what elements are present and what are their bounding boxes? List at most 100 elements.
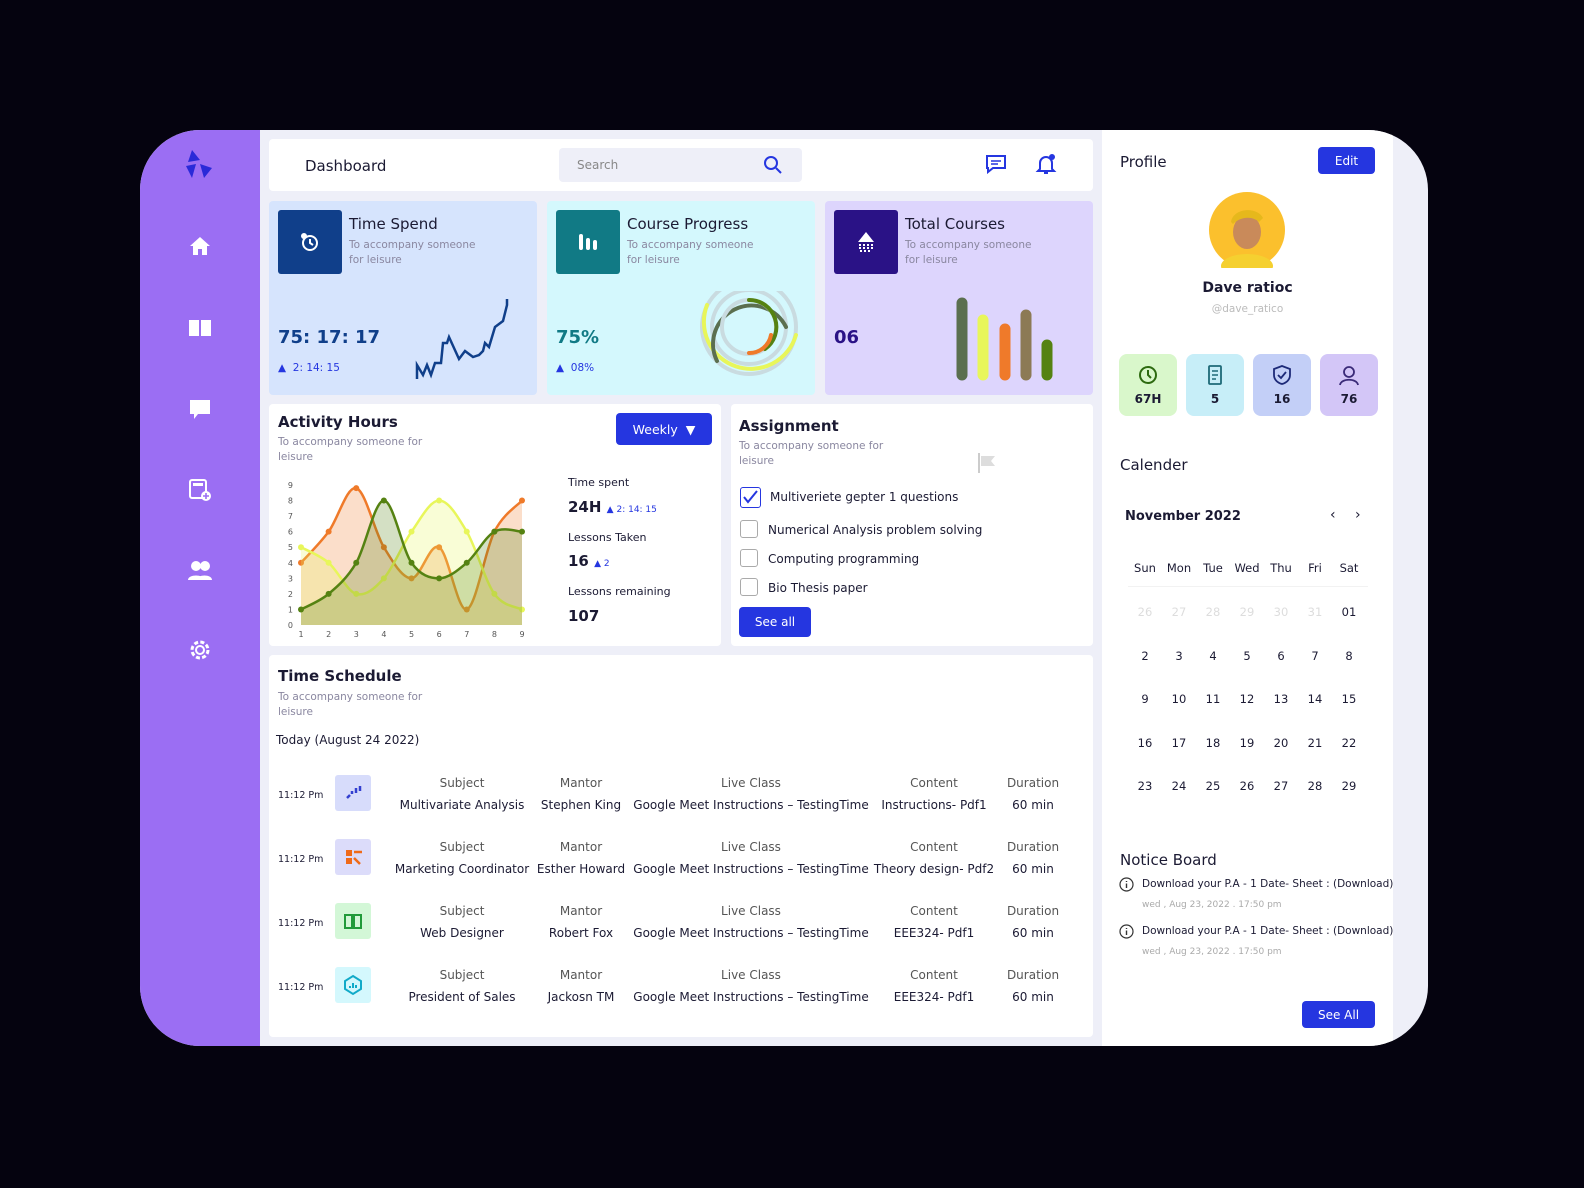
sidebar-item-users[interactable] — [184, 554, 216, 586]
assignment-checkbox[interactable] — [740, 549, 758, 567]
profile-stat[interactable]: 67H — [1119, 354, 1177, 416]
calendar-day[interactable]: 01 — [1341, 605, 1357, 619]
settings-icon — [190, 640, 210, 660]
messages-icon[interactable] — [985, 154, 1007, 174]
bars-icon — [556, 210, 620, 274]
x-tick-label: 5 — [409, 630, 414, 639]
data-point — [353, 590, 360, 597]
profile-stat[interactable]: 16 — [1253, 354, 1311, 416]
row-subject: Subject President of Sales — [408, 968, 516, 1004]
sidebar-item-settings[interactable] — [184, 634, 216, 666]
calendar-day[interactable]: 23 — [1137, 779, 1153, 793]
card-delta: ▲ 2: 14: 15 — [278, 362, 340, 374]
calendar-day[interactable]: 27 — [1171, 605, 1187, 619]
calendar-day[interactable]: 12 — [1239, 692, 1255, 706]
calendar-day[interactable]: 11 — [1205, 692, 1221, 706]
check-icon — [743, 490, 758, 504]
calendar-day[interactable]: 10 — [1171, 692, 1187, 706]
flag-icon[interactable] — [977, 452, 997, 474]
calendar-day[interactable]: 28 — [1307, 779, 1323, 793]
calendar-day[interactable]: 13 — [1273, 692, 1289, 706]
data-point — [519, 528, 525, 535]
row-content[interactable]: Content EEE324- Pdf1 — [893, 968, 975, 1004]
card-title: Course Progress — [627, 215, 749, 233]
calendar-day[interactable]: 26 — [1137, 605, 1153, 619]
calendar-day[interactable]: 19 — [1239, 735, 1255, 750]
calendar-day[interactable]: 26 — [1239, 779, 1255, 793]
row-content[interactable]: Content EEE324- Pdf1 — [893, 904, 975, 940]
calendar-day[interactable]: 21 — [1307, 735, 1323, 750]
sidebar-item-home[interactable] — [184, 230, 216, 262]
row-mantor: Mantor Stephen King — [540, 776, 622, 812]
calendar-day[interactable]: 24 — [1171, 779, 1187, 793]
calendar-day[interactable]: 20 — [1273, 735, 1289, 750]
page-title: Dashboard — [305, 157, 387, 175]
row-live[interactable]: Live Class Google Meet Instructions – Tes… — [633, 904, 869, 940]
sidebar-item-courses[interactable] — [184, 312, 216, 344]
sidebar-item-messages[interactable] — [184, 394, 216, 426]
assignment-checkbox[interactable] — [740, 578, 758, 596]
calendar-day[interactable]: 7 — [1311, 648, 1319, 663]
calendar-day[interactable]: 25 — [1205, 779, 1221, 793]
prev-month-button[interactable]: ‹ — [1330, 507, 1336, 523]
time-schedule-card: Time Schedule To accompany someone for le… — [269, 655, 1093, 1037]
calendar-day[interactable]: 18 — [1205, 735, 1221, 750]
calendar-day[interactable]: 30 — [1273, 605, 1289, 619]
calendar-day[interactable]: 14 — [1307, 692, 1323, 706]
calendar-day[interactable]: 22 — [1341, 735, 1357, 750]
card-graphic-1 — [700, 291, 798, 376]
calendar-day[interactable]: 6 — [1277, 648, 1285, 663]
calendar-day[interactable]: 5 — [1243, 648, 1251, 663]
calendar-day[interactable]: 29 — [1341, 779, 1357, 793]
calendar-day[interactable]: 2 — [1141, 648, 1149, 663]
profile-stat[interactable]: 5 — [1186, 354, 1244, 416]
calendar-day[interactable]: 15 — [1341, 692, 1357, 706]
assignment-checkbox[interactable] — [740, 487, 761, 508]
y-tick-label: 6 — [288, 528, 293, 537]
calendar-day[interactable]: 4 — [1209, 648, 1217, 663]
assignment-subtitle: To accompany someone for leisure — [739, 440, 884, 467]
top-bar: Dashboard Search — [269, 139, 1093, 191]
assignment-checkbox[interactable] — [740, 520, 758, 538]
weekly-dropdown[interactable]: Weekly ▼ — [616, 413, 712, 445]
see-all-assignments-button[interactable]: See all — [739, 607, 811, 637]
search-icon[interactable] — [763, 155, 783, 175]
data-point — [325, 590, 332, 597]
data-point — [463, 559, 470, 566]
calendar-day[interactable]: 29 — [1239, 605, 1255, 619]
search-input[interactable]: Search — [559, 148, 802, 182]
x-tick-label: 3 — [354, 630, 359, 639]
row-content[interactable]: Content Instructions- Pdf1 — [881, 776, 987, 812]
row-live[interactable]: Live Class Google Meet Instructions – Tes… — [633, 840, 869, 876]
card-title: Time Spend — [349, 215, 438, 233]
row-live[interactable]: Live Class Google Meet Instructions – Tes… — [633, 776, 869, 812]
calendar-day[interactable]: 31 — [1307, 605, 1323, 619]
card-delta: ▲ 08% — [556, 362, 595, 374]
notification-bell-icon[interactable] — [1035, 153, 1057, 175]
card-value: 75: 17: 17 — [278, 327, 381, 348]
calendar-day[interactable]: 17 — [1171, 735, 1187, 750]
calendar-day[interactable]: 9 — [1141, 692, 1149, 706]
calendar-day[interactable]: 28 — [1205, 605, 1221, 619]
data-point — [436, 575, 443, 582]
weekday-label: Tue — [1203, 561, 1223, 575]
data-point — [298, 544, 304, 551]
assignment-label: Numerical Analysis problem solving — [768, 523, 983, 537]
book-icon — [189, 320, 211, 336]
calendar-day[interactable]: 8 — [1345, 648, 1353, 663]
next-month-button[interactable]: › — [1355, 507, 1361, 523]
sidebar-item-calculator[interactable] — [184, 474, 216, 506]
calendar-day[interactable]: 27 — [1273, 779, 1289, 793]
row-content[interactable]: Content Theory design- Pdf2 — [873, 840, 995, 876]
row-live[interactable]: Live Class Google Meet Instructions – Tes… — [633, 968, 869, 1004]
profile-stat[interactable]: 76 — [1320, 354, 1378, 416]
data-point — [491, 590, 498, 597]
stat-card-1: Course Progress To accompany someone for … — [547, 201, 815, 395]
assignment-label: Computing programming — [768, 552, 920, 566]
calendar-day[interactable]: 16 — [1137, 735, 1153, 750]
edit-profile-button[interactable]: Edit — [1318, 147, 1375, 174]
calendar-day[interactable]: 3 — [1175, 648, 1183, 663]
y-tick-label: 0 — [288, 621, 293, 630]
y-tick-label: 7 — [288, 512, 293, 521]
see-all-notices-button[interactable]: See All — [1302, 1001, 1375, 1028]
